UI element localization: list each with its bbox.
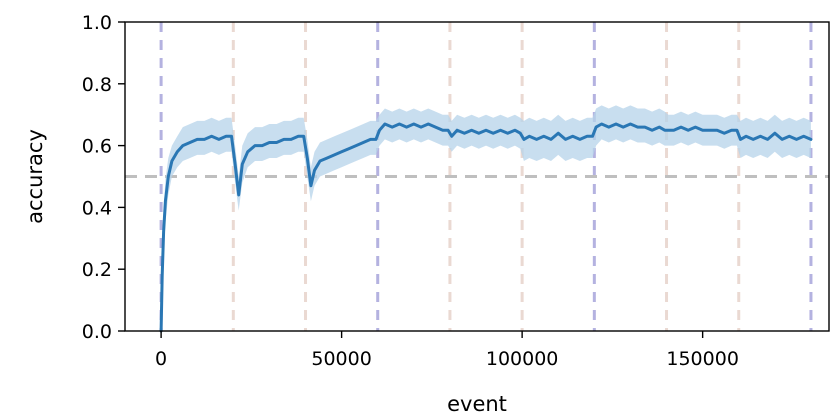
- y-axis-label: accuracy: [23, 129, 47, 224]
- accuracy-line-0: [159, 122, 813, 333]
- x-tick-label: 100000: [486, 348, 559, 370]
- y-tick-label: 0.4: [82, 197, 112, 219]
- y-tick-label: 0.8: [82, 74, 112, 96]
- y-tick-label: 0.2: [82, 259, 112, 281]
- plot-frame: [124, 21, 830, 332]
- x-tick-label: 150000: [666, 348, 739, 370]
- x-tick-label: 0: [155, 348, 167, 370]
- y-tick-label: 0.0: [82, 321, 112, 343]
- y-tick-label: 0.6: [82, 136, 112, 158]
- y-tick-label: 1.0: [82, 12, 112, 34]
- plot-area: [125, 22, 829, 333]
- x-tick-label: 50000: [311, 348, 371, 370]
- confidence-band-0: [161, 105, 811, 332]
- x-axis-label: event: [447, 392, 507, 415]
- axis-ticks: 0 50000 100000 150000 0.0 0.2 0.4 0.6 0.8 1.0: [82, 12, 739, 370]
